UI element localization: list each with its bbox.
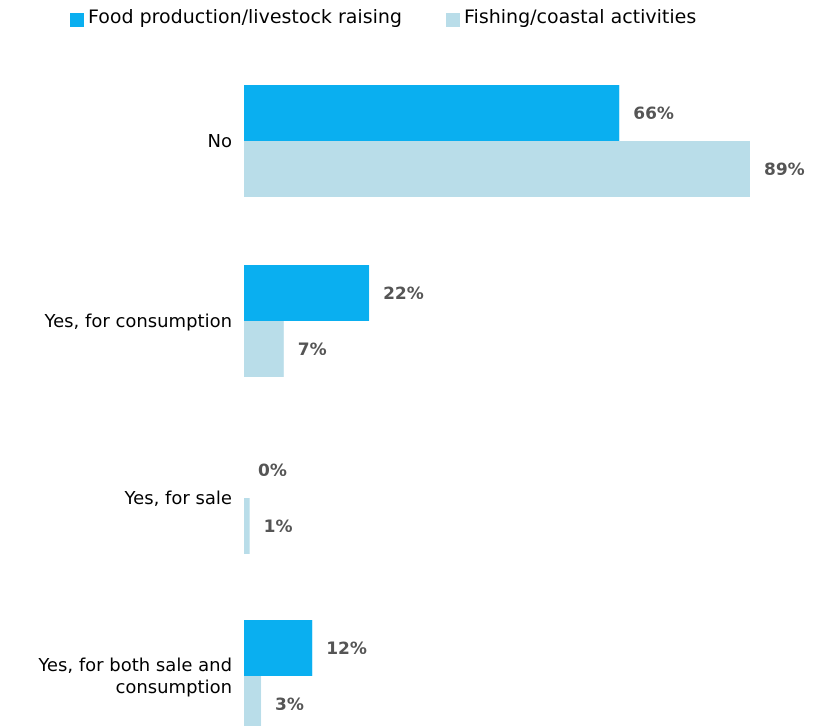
value-label-food-consumption: 22% <box>383 284 424 304</box>
chart-legend: Food production/livestock raising Fishin… <box>70 6 696 28</box>
bar-fishing-no <box>244 141 750 197</box>
category-label-both: consumption <box>115 677 232 698</box>
value-label-fishing-both: 3% <box>275 695 304 715</box>
legend-item-food: Food production/livestock raising <box>70 6 402 28</box>
bar-fishing-consumption <box>244 321 284 377</box>
legend-label-fishing: Fishing/coastal activities <box>464 6 697 28</box>
category-label-sale: Yes, for sale <box>124 488 232 509</box>
value-label-fishing-consumption: 7% <box>298 340 327 360</box>
bar-fishing-sale <box>244 498 250 554</box>
value-label-food-both: 12% <box>326 639 367 659</box>
legend-label-food: Food production/livestock raising <box>88 6 402 28</box>
category-label-no: No <box>208 131 232 152</box>
bar-food-no <box>244 85 620 141</box>
legend-item-fishing: Fishing/coastal activities <box>446 6 696 28</box>
bar-fishing-both <box>244 676 262 726</box>
legend-swatch-fishing <box>446 13 460 27</box>
value-label-fishing-no: 89% <box>764 160 805 180</box>
bar-food-consumption <box>244 265 370 321</box>
value-label-food-no: 66% <box>633 104 674 124</box>
category-label-both: Yes, for both sale and <box>37 655 232 676</box>
value-label-fishing-sale: 1% <box>264 517 293 537</box>
legend-swatch-food <box>70 13 84 27</box>
bar-food-both <box>244 620 313 676</box>
category-label-consumption: Yes, for consumption <box>43 311 232 332</box>
value-label-food-sale: 0% <box>258 461 287 481</box>
